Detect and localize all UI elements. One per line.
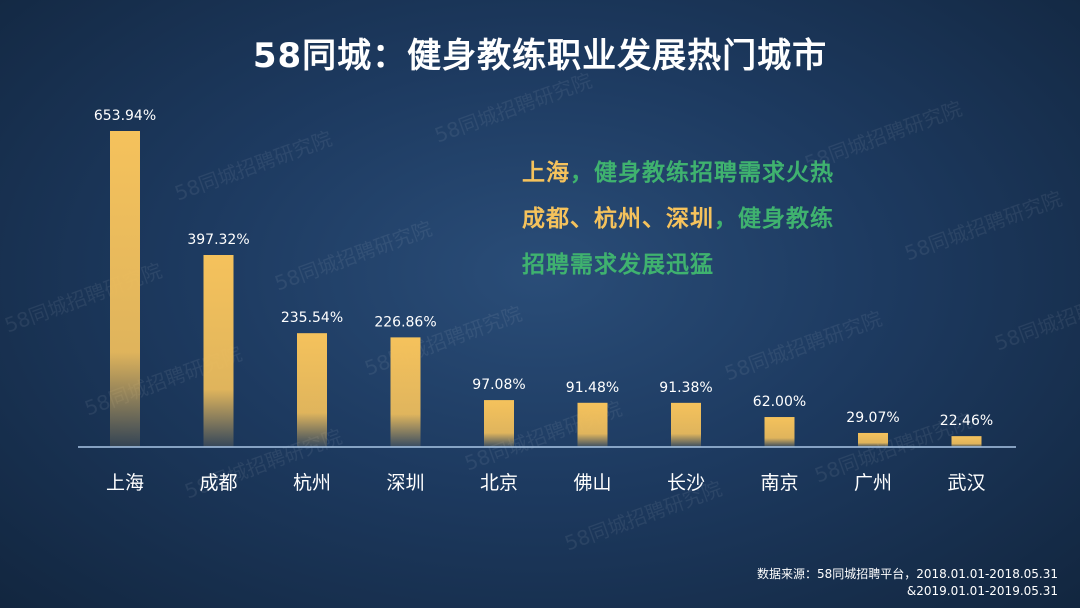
bar-value-label: 22.46% — [940, 413, 993, 429]
callout-line-1: 上海，健身教练招聘需求火热 — [522, 150, 902, 196]
bar-value-label: 235.54% — [281, 310, 343, 326]
callout-line-2: 成都、杭州、深圳，健身教练 — [522, 196, 902, 242]
bar-9 — [858, 432, 888, 447]
bar-value-label: 226.86% — [374, 314, 436, 330]
bar-10 — [951, 436, 982, 447]
x-tick-label: 杭州 — [293, 472, 331, 494]
page-title: 58同城：健身教练职业发展热门城市 — [252, 36, 828, 76]
bar-value-label: 397.32% — [187, 232, 249, 248]
callout-text-green: ，健身教练招聘需求火热 — [570, 160, 834, 186]
callout-text-green: 招聘需求发展迅猛 — [522, 252, 714, 278]
callout-highlight-city: 上海 — [522, 160, 570, 186]
x-tick-label: 上海 — [106, 472, 144, 494]
bar-6 — [577, 402, 608, 447]
bar-3 — [297, 333, 327, 447]
bar-value-label: 97.08% — [472, 377, 525, 393]
data-source-note: 数据来源：58同城招聘平台，2018.01.01-2018.05.31 &201… — [757, 566, 1058, 600]
x-tick-label: 北京 — [480, 472, 518, 494]
x-tick-label: 长沙 — [667, 472, 705, 494]
bar-8 — [764, 417, 795, 447]
bar-7 — [671, 402, 701, 447]
x-tick-label: 佛山 — [573, 472, 611, 494]
bar-1 — [110, 131, 140, 447]
x-tick-label: 武汉 — [947, 472, 985, 494]
callout-line-3: 招聘需求发展迅猛 — [522, 242, 902, 288]
callout-text-green: ，健身教练 — [714, 206, 834, 232]
x-tick-label: 南京 — [760, 472, 798, 494]
x-tick-label: 深圳 — [386, 472, 424, 494]
bar-value-label: 91.38% — [659, 380, 712, 396]
bar-5 — [484, 400, 514, 447]
callout-text: 上海，健身教练招聘需求火热 成都、杭州、深圳，健身教练 招聘需求发展迅猛 — [522, 150, 902, 288]
bar-2 — [203, 255, 234, 447]
bar-value-label: 62.00% — [753, 394, 806, 410]
bar-value-label: 29.07% — [846, 410, 899, 426]
source-line-2: &2019.01.01-2019.05.31 — [906, 584, 1058, 598]
x-tick-label: 广州 — [854, 472, 892, 494]
bar-value-label: 91.48% — [566, 380, 619, 396]
callout-highlight-cities: 成都、杭州、深圳 — [522, 206, 714, 232]
x-tick-label: 成都 — [199, 472, 237, 494]
bar-4 — [390, 337, 421, 447]
bar-value-label: 653.94% — [94, 108, 156, 124]
source-line-1: 数据来源：58同城招聘平台，2018.01.01-2018.05.31 — [756, 567, 1058, 581]
